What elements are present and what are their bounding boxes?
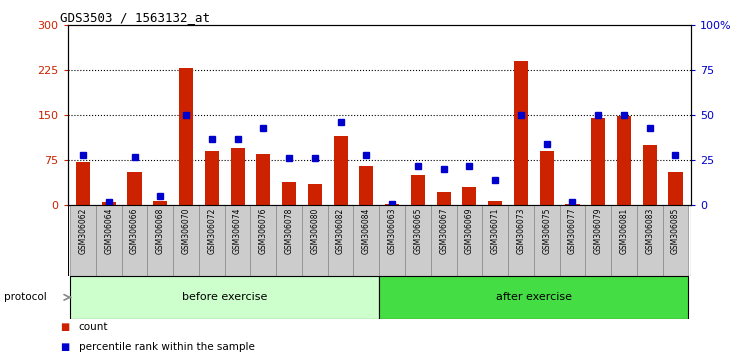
Text: GSM306065: GSM306065	[413, 207, 422, 254]
Bar	[276, 205, 302, 276]
Bar	[302, 205, 327, 276]
Text: ■: ■	[60, 342, 69, 352]
Bar	[463, 187, 476, 205]
Bar	[327, 205, 354, 276]
Bar	[662, 205, 689, 276]
Bar	[147, 205, 173, 276]
Bar	[643, 145, 657, 205]
Bar	[128, 172, 142, 205]
Text: GSM306069: GSM306069	[465, 207, 474, 254]
Bar	[205, 151, 219, 205]
Bar	[379, 276, 689, 319]
Bar	[488, 200, 502, 205]
Bar	[251, 205, 276, 276]
Bar	[585, 205, 611, 276]
Bar	[354, 205, 379, 276]
Bar	[566, 204, 580, 205]
Text: GDS3503 / 1563132_at: GDS3503 / 1563132_at	[60, 11, 210, 24]
Bar	[540, 151, 553, 205]
Bar	[173, 205, 199, 276]
Bar	[308, 184, 322, 205]
Bar	[508, 205, 534, 276]
Text: GSM306075: GSM306075	[542, 207, 551, 254]
Bar	[482, 205, 508, 276]
Text: GSM306068: GSM306068	[155, 207, 164, 254]
Text: count: count	[79, 322, 108, 332]
Bar	[225, 205, 251, 276]
Bar	[436, 192, 451, 205]
Text: after exercise: after exercise	[496, 292, 572, 302]
Bar	[70, 276, 379, 319]
Text: protocol: protocol	[4, 292, 47, 302]
Text: GSM306064: GSM306064	[104, 207, 113, 254]
Bar	[457, 205, 482, 276]
Text: GSM306072: GSM306072	[207, 207, 216, 254]
Text: ■: ■	[60, 322, 69, 332]
Bar	[431, 205, 457, 276]
Text: GSM306074: GSM306074	[233, 207, 242, 254]
Bar	[411, 175, 425, 205]
Text: GSM306062: GSM306062	[79, 207, 88, 254]
Bar	[514, 61, 528, 205]
Text: GSM306079: GSM306079	[594, 207, 603, 254]
Text: GSM306070: GSM306070	[182, 207, 191, 254]
Text: GSM306078: GSM306078	[285, 207, 294, 254]
Bar	[199, 205, 225, 276]
Bar	[122, 205, 147, 276]
Text: GSM306081: GSM306081	[620, 207, 629, 254]
Bar	[405, 205, 431, 276]
Text: GSM306073: GSM306073	[517, 207, 526, 254]
Bar	[333, 136, 348, 205]
Bar	[101, 202, 116, 205]
Text: before exercise: before exercise	[182, 292, 267, 302]
Text: GSM306082: GSM306082	[336, 207, 345, 254]
Bar	[256, 154, 270, 205]
Text: GSM306066: GSM306066	[130, 207, 139, 254]
Bar	[559, 205, 585, 276]
Bar	[379, 205, 405, 276]
Text: percentile rank within the sample: percentile rank within the sample	[79, 342, 255, 352]
Text: GSM306063: GSM306063	[388, 207, 397, 254]
Text: GSM306084: GSM306084	[362, 207, 371, 254]
Text: GSM306077: GSM306077	[568, 207, 577, 254]
Text: GSM306076: GSM306076	[259, 207, 268, 254]
Text: GSM306083: GSM306083	[645, 207, 654, 254]
Text: GSM306085: GSM306085	[671, 207, 680, 254]
Bar	[179, 68, 193, 205]
Text: GSM306080: GSM306080	[310, 207, 319, 254]
Bar	[70, 205, 96, 276]
Bar	[76, 162, 90, 205]
Bar	[385, 204, 400, 205]
Bar	[534, 205, 559, 276]
Text: GSM306071: GSM306071	[490, 207, 499, 254]
Bar	[231, 148, 245, 205]
Text: GSM306067: GSM306067	[439, 207, 448, 254]
Bar	[668, 172, 683, 205]
Bar	[96, 205, 122, 276]
Bar	[153, 200, 167, 205]
Bar	[359, 166, 373, 205]
Bar	[617, 116, 631, 205]
Bar	[282, 182, 296, 205]
Bar	[591, 118, 605, 205]
Bar	[637, 205, 662, 276]
Bar	[611, 205, 637, 276]
